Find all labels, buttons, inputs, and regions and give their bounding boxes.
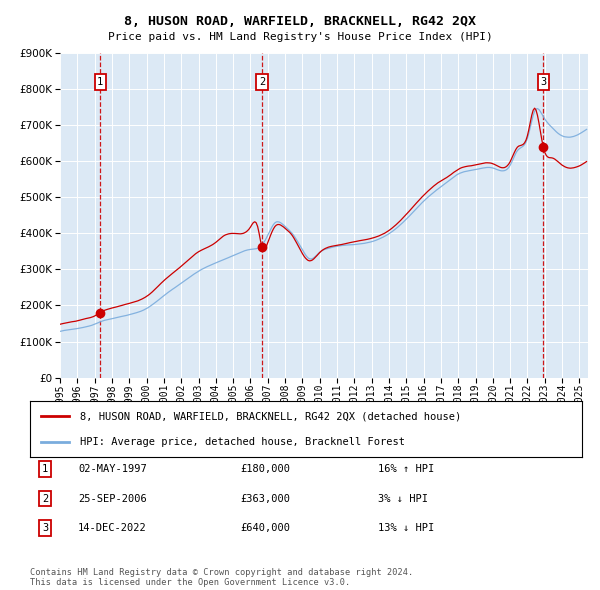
Text: £640,000: £640,000: [240, 523, 290, 533]
Text: 8, HUSON ROAD, WARFIELD, BRACKNELL, RG42 2QX: 8, HUSON ROAD, WARFIELD, BRACKNELL, RG42…: [124, 15, 476, 28]
Text: 1: 1: [42, 464, 48, 474]
Text: 1: 1: [97, 77, 103, 87]
Text: 3: 3: [42, 523, 48, 533]
Text: 3% ↓ HPI: 3% ↓ HPI: [378, 494, 428, 503]
Text: 25-SEP-2006: 25-SEP-2006: [78, 494, 147, 503]
Text: £363,000: £363,000: [240, 494, 290, 503]
Text: 13% ↓ HPI: 13% ↓ HPI: [378, 523, 434, 533]
Text: 02-MAY-1997: 02-MAY-1997: [78, 464, 147, 474]
Text: £180,000: £180,000: [240, 464, 290, 474]
Text: 2: 2: [259, 77, 265, 87]
Text: 16% ↑ HPI: 16% ↑ HPI: [378, 464, 434, 474]
Text: 3: 3: [540, 77, 547, 87]
Text: 8, HUSON ROAD, WARFIELD, BRACKNELL, RG42 2QX (detached house): 8, HUSON ROAD, WARFIELD, BRACKNELL, RG42…: [80, 412, 461, 422]
Text: 14-DEC-2022: 14-DEC-2022: [78, 523, 147, 533]
Text: 2: 2: [42, 494, 48, 503]
Text: Contains HM Land Registry data © Crown copyright and database right 2024.
This d: Contains HM Land Registry data © Crown c…: [30, 568, 413, 587]
Text: Price paid vs. HM Land Registry's House Price Index (HPI): Price paid vs. HM Land Registry's House …: [107, 32, 493, 42]
Text: HPI: Average price, detached house, Bracknell Forest: HPI: Average price, detached house, Brac…: [80, 437, 404, 447]
